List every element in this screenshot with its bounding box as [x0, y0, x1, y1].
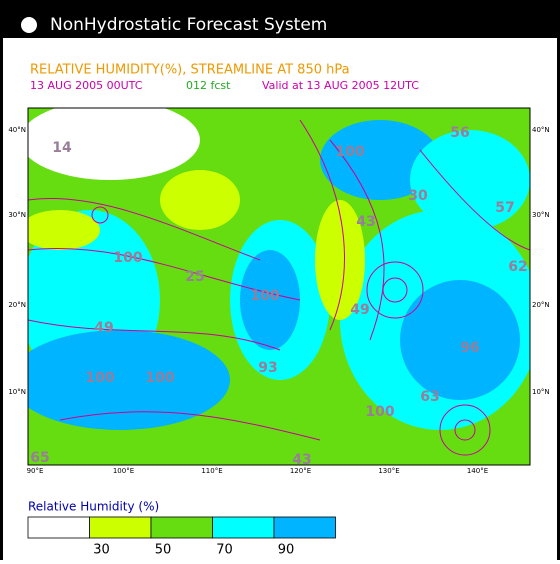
legend-swatch — [89, 516, 152, 539]
legend-tick: 90 — [278, 543, 295, 558]
lat-label: 10°N — [8, 388, 26, 396]
legend-swatch — [212, 516, 275, 539]
lat-label: 40°N — [532, 126, 550, 134]
lat-label: 10°N — [532, 388, 550, 396]
lat-label: 30°N — [8, 211, 26, 219]
legend-swatch — [27, 516, 90, 539]
map-title: RELATIVE HUMIDITY(%), STREAMLINE AT 850 … — [30, 63, 350, 78]
legend-tick: 70 — [216, 543, 233, 558]
header-bar — [0, 0, 560, 38]
lat-label: 20°N — [8, 301, 26, 309]
lon-label: 120°E — [290, 467, 311, 475]
rh-label: 100 — [145, 370, 174, 386]
forecast: 012 fcst — [186, 79, 231, 92]
rh-label: 100 — [113, 250, 142, 266]
rh-label: 30 — [408, 188, 428, 204]
rh-label: 100 — [335, 144, 364, 160]
rh-label: 56 — [450, 125, 469, 141]
lat-label: 40°N — [8, 126, 26, 134]
rh-label: 25 — [185, 269, 204, 285]
rh-label: 57 — [495, 200, 514, 216]
legend-swatch — [273, 516, 336, 539]
rh-label: 62 — [508, 259, 527, 275]
lon-label: 110°E — [201, 467, 222, 475]
rh-label: 63 — [420, 389, 439, 405]
lon-label: 140°E — [467, 467, 488, 475]
lon-label: 100°E — [113, 467, 134, 475]
dynamic: 90°E 100°E 110°E 120°E 130°E 140°E 10°N 10°N 20°… — [8, 125, 549, 558]
rh-label: 100 — [365, 404, 394, 420]
header-icon — [21, 17, 37, 33]
rh-label: 100 — [85, 370, 114, 386]
init-time: 13 AUG 2005 00UTC — [30, 79, 143, 92]
lat-label: 20°N — [532, 301, 550, 309]
header-title: NonHydrostatic Forecast System — [50, 15, 327, 35]
lon-label: 130°E — [378, 467, 399, 475]
legend-tick: 50 — [155, 543, 172, 558]
rh-label: 43 — [356, 214, 375, 230]
valid-time: Valid at 13 AUG 2005 12UTC — [262, 79, 419, 92]
header-underline — [0, 38, 560, 40]
lat-label: 30°N — [532, 211, 550, 219]
rh-label: 14 — [52, 140, 72, 156]
right-border — [557, 38, 560, 560]
rh-label: 65 — [30, 450, 49, 466]
rh-label: 96 — [460, 340, 479, 356]
rh-label: 93 — [258, 360, 277, 376]
legend-tick: 30 — [93, 543, 110, 558]
legend-bg — [28, 495, 158, 515]
legend-swatch — [150, 516, 213, 539]
legend-title: Relative Humidity (%) — [28, 500, 159, 514]
rh-label: 49 — [350, 302, 369, 318]
rh-label: 49 — [94, 320, 113, 336]
map-frame — [27, 107, 531, 466]
lon-label: 90°E — [27, 467, 44, 475]
map-field — [28, 108, 530, 465]
left-border — [0, 38, 3, 560]
rh-label: 100 — [250, 288, 279, 304]
rh-label: 43 — [292, 452, 311, 468]
